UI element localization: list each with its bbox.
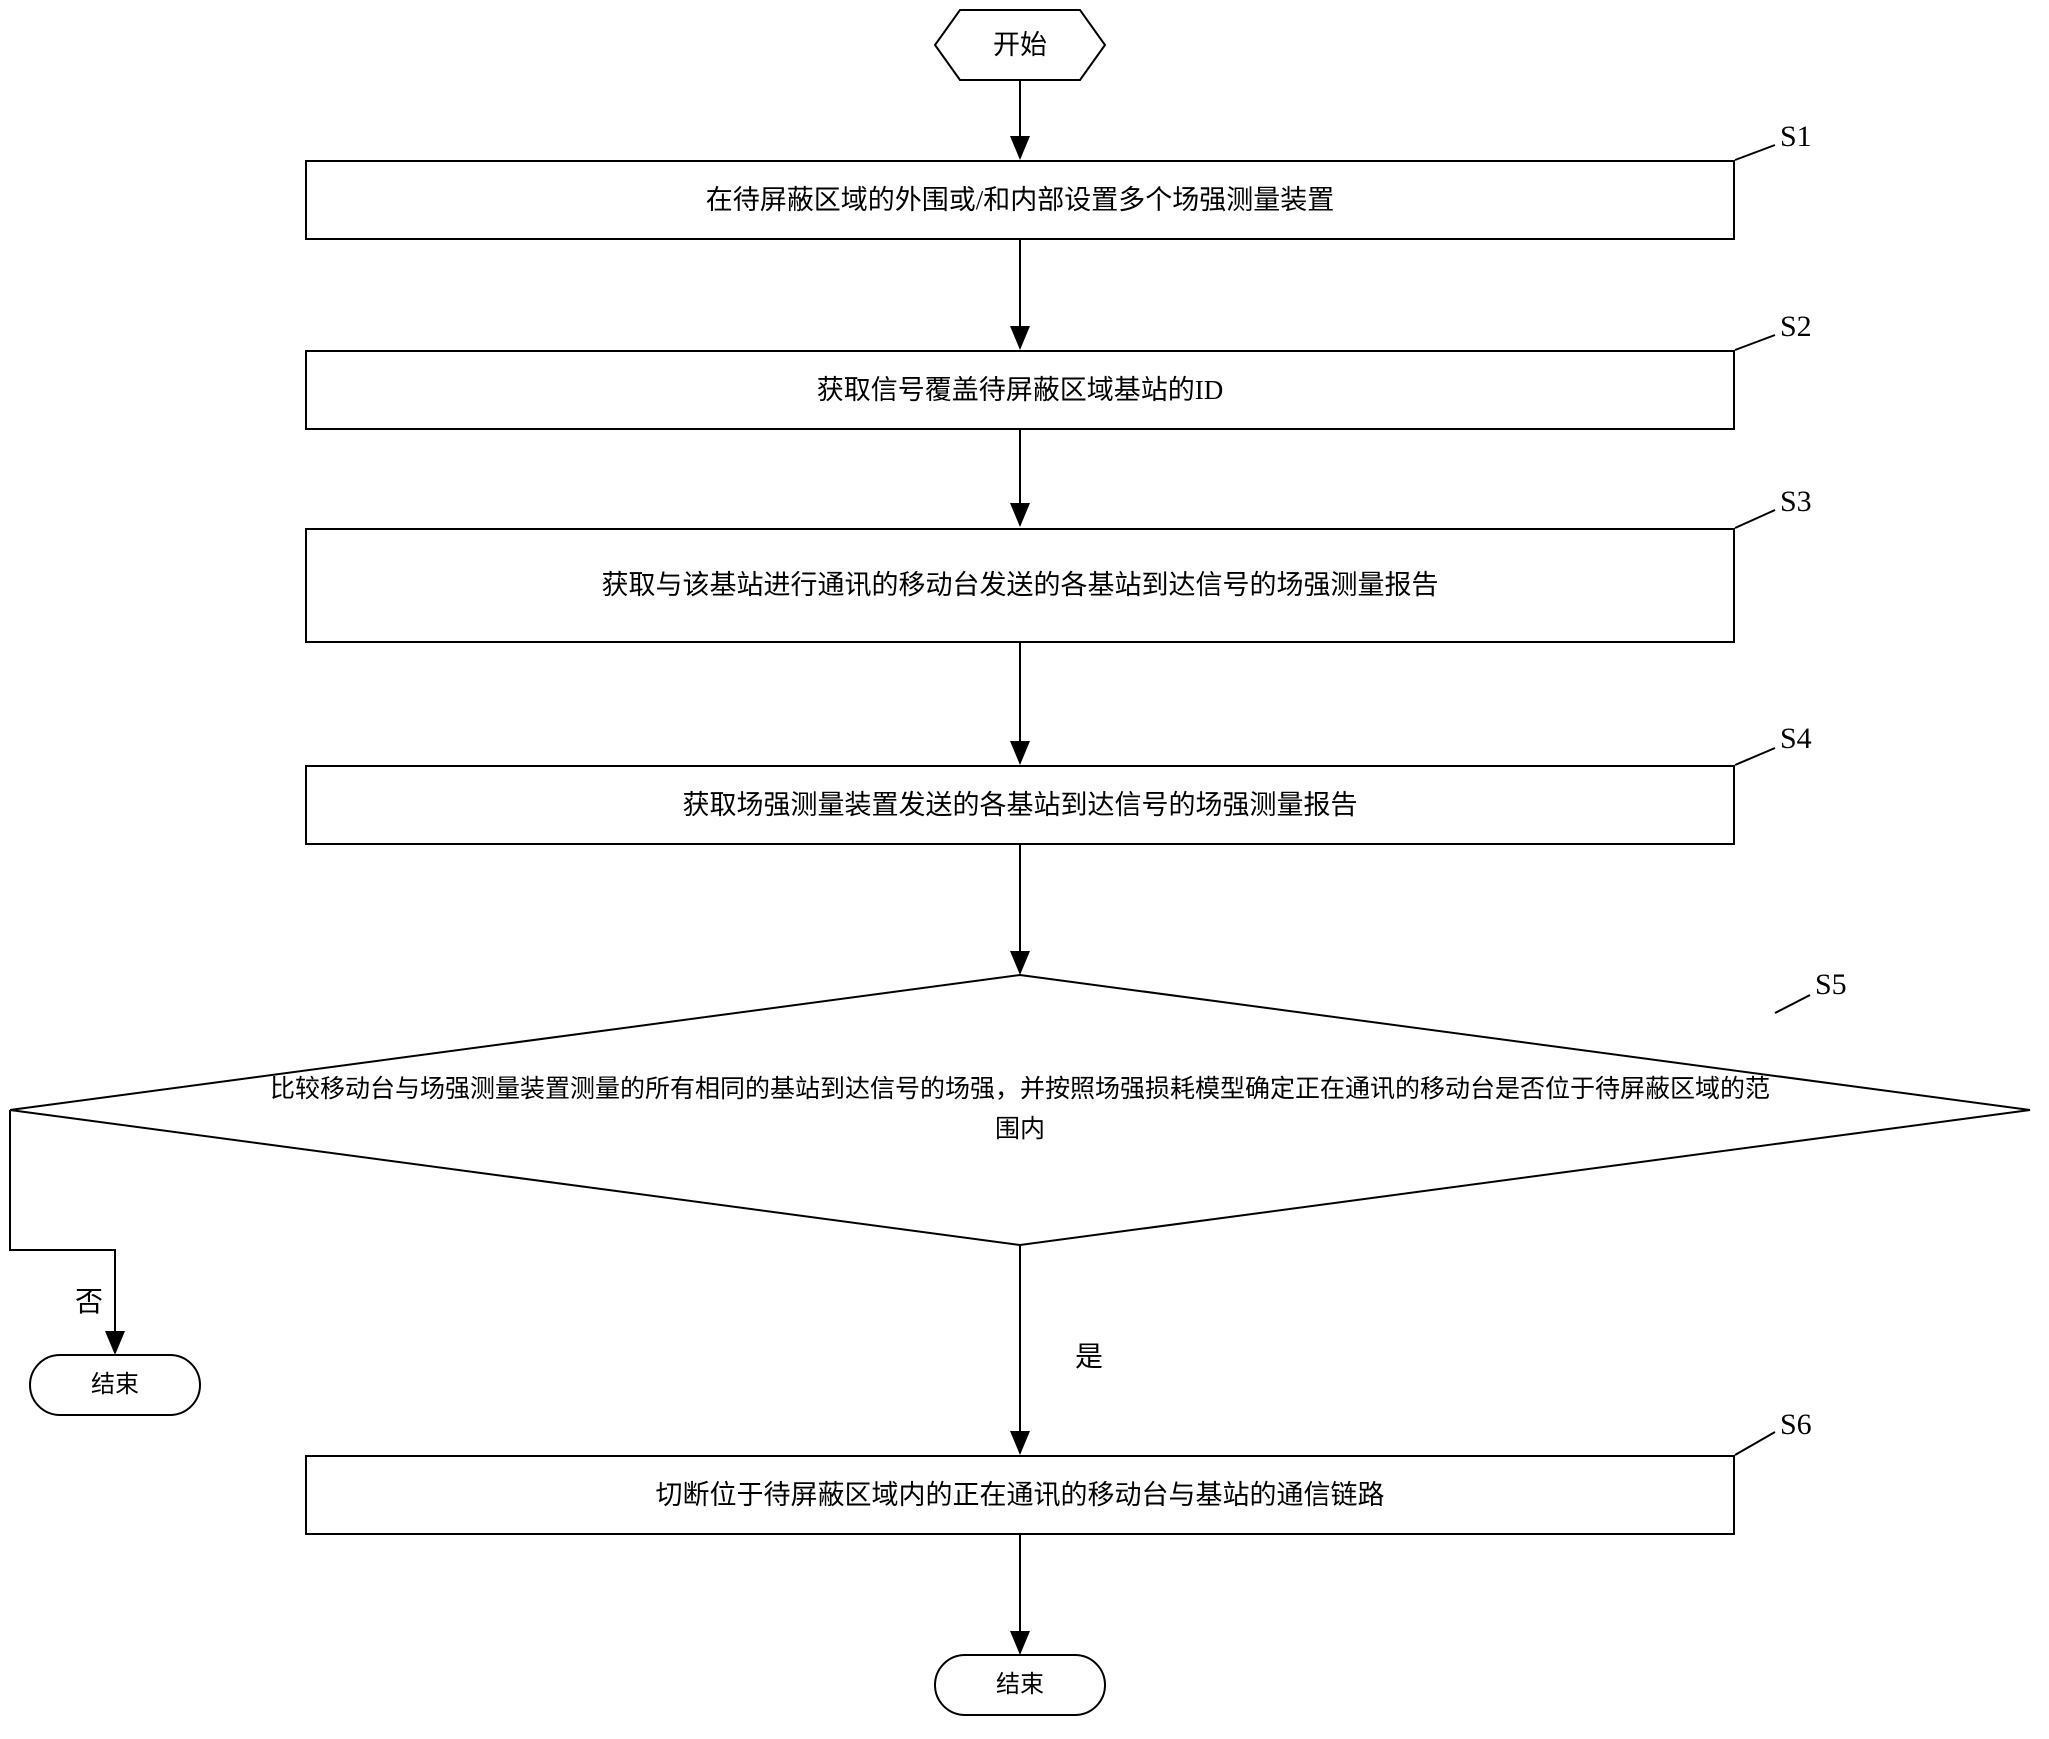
s5-label: S5: [1815, 968, 1847, 1002]
s6-text: 切断位于待屏蔽区域内的正在通讯的移动台与基站的通信链路: [656, 1475, 1385, 1516]
s3-text: 获取与该基站进行通讯的移动台发送的各基站到达信号的场强测量报告: [602, 565, 1439, 606]
label-line-s4: [1735, 748, 1775, 765]
end2-node: 结束: [935, 1655, 1105, 1715]
label-line-s5: [1775, 995, 1810, 1013]
start-text: 开始: [993, 25, 1047, 66]
label-line-s3: [1735, 510, 1775, 528]
s1-text: 在待屏蔽区域的外围或/和内部设置多个场强测量装置: [706, 180, 1335, 221]
s5-decision: 比较移动台与场强测量装置测量的所有相同的基站到达信号的场强，并按照场强损耗模型确…: [200, 1025, 1840, 1195]
s4-text: 获取场强测量装置发送的各基站到达信号的场强测量报告: [683, 785, 1358, 826]
s1-label: S1: [1780, 120, 1812, 154]
s4-label: S4: [1780, 722, 1812, 756]
label-line-s2: [1735, 335, 1775, 350]
label-line-s6: [1735, 1432, 1775, 1455]
s4-process: 获取场强测量装置发送的各基站到达信号的场强测量报告: [305, 765, 1735, 845]
s2-text: 获取信号覆盖待屏蔽区域基站的ID: [817, 370, 1224, 411]
no-label: 否: [75, 1280, 103, 1320]
yes-label: 是: [1075, 1335, 1103, 1375]
s3-process: 获取与该基站进行通讯的移动台发送的各基站到达信号的场强测量报告: [305, 528, 1735, 643]
s1-process: 在待屏蔽区域的外围或/和内部设置多个场强测量装置: [305, 160, 1735, 240]
end1-text: 结束: [91, 1367, 139, 1403]
s6-label: S6: [1780, 1408, 1812, 1442]
start-node: 开始: [935, 10, 1105, 80]
end1-node: 结束: [30, 1355, 200, 1415]
s6-process: 切断位于待屏蔽区域内的正在通讯的移动台与基站的通信链路: [305, 1455, 1735, 1535]
s5-text: 比较移动台与场强测量装置测量的所有相同的基站到达信号的场强，并按照场强损耗模型确…: [270, 1070, 1770, 1150]
s3-label: S3: [1780, 485, 1812, 519]
end2-text: 结束: [996, 1667, 1044, 1703]
s2-label: S2: [1780, 310, 1812, 344]
flowchart-container: 开始 在待屏蔽区域的外围或/和内部设置多个场强测量装置 S1 获取信号覆盖待屏蔽…: [0, 0, 2049, 1739]
label-line-s1: [1735, 145, 1775, 160]
s2-process: 获取信号覆盖待屏蔽区域基站的ID: [305, 350, 1735, 430]
